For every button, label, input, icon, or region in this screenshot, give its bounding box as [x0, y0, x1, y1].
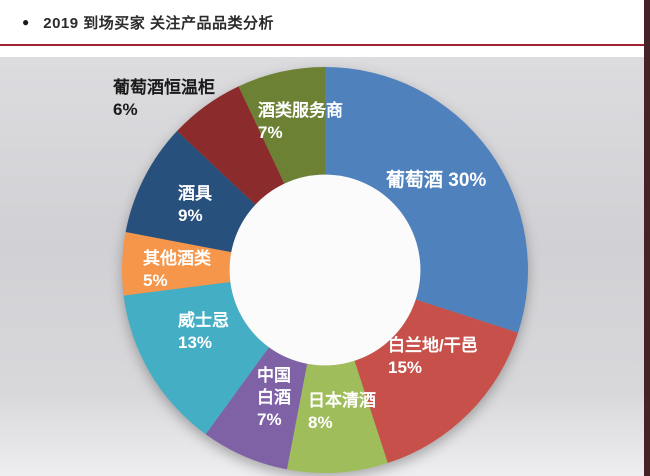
- title-row: ● 2019 到场买家 关注产品品类分析: [0, 0, 650, 44]
- slice-label-3: 中国白酒 7%: [257, 365, 291, 429]
- pie-slice-1: [354, 299, 519, 464]
- pie-slice-6: [125, 131, 256, 253]
- slice-label-0: 葡萄酒 30%: [386, 168, 486, 191]
- bullet-icon: ●: [22, 15, 30, 29]
- slice-label-6: 酒具 9%: [178, 183, 212, 225]
- right-accent-bar: [644, 0, 650, 476]
- pie-slice-3: [205, 347, 308, 470]
- chart-area: 葡萄酒 30% 白兰地/干邑 15% 日本清酒 8% 中国白酒 7% 威士忌 13% 其他酒类 5%…: [0, 57, 650, 476]
- slice-label-5: 其他酒类 5%: [143, 248, 212, 290]
- pie-slice-8: [238, 67, 325, 184]
- title-underline: [0, 44, 650, 46]
- donut-chart: 葡萄酒 30% 白兰地/干邑 15% 日本清酒 8% 中国白酒 7% 威士忌 13% 其他酒类 5%…: [112, 67, 528, 473]
- slice-label-8: 酒类服务商 7%: [258, 100, 343, 142]
- slice-label-7: 葡萄酒恒温柜 6%: [112, 77, 215, 119]
- donut-slices: [122, 67, 528, 473]
- pie-slice-2: [286, 360, 388, 473]
- pie-slice-5: [122, 231, 232, 296]
- pie-slice-4: [123, 281, 269, 435]
- page-title: 2019 到场买家 关注产品品类分析: [43, 14, 274, 32]
- donut-hole: [229, 174, 421, 366]
- slide-header: ● 2019 到场买家 关注产品品类分析: [0, 0, 650, 57]
- pie-slice-0: [325, 67, 528, 333]
- slice-label-4: 威士忌 13%: [178, 310, 229, 352]
- pie-slice-7: [177, 86, 285, 205]
- slice-label-1: 白兰地/干邑 15%: [388, 335, 478, 377]
- slice-label-2: 日本清酒 8%: [308, 390, 376, 432]
